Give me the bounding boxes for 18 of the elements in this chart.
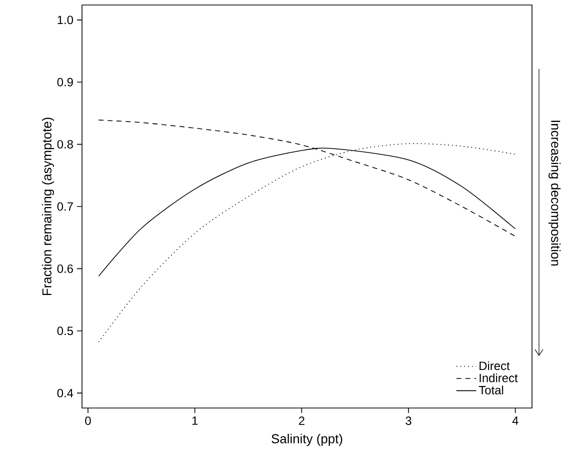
x-tick-label: 1 xyxy=(192,416,198,425)
y-axis-title: Fraction remaining (asymptote) xyxy=(42,118,54,296)
y-tick-label: 0.9 xyxy=(57,78,73,86)
y-tick-label: 0.7 xyxy=(57,202,73,211)
y-tick-label: 1.0 xyxy=(58,16,74,24)
text: Increasing decomposition xyxy=(548,120,561,266)
y-tick-label: 0.8 xyxy=(57,140,73,149)
x-axis-title: Salinity (ppt) xyxy=(272,434,342,446)
x-tick-label: 4 xyxy=(512,416,518,425)
y-tick-label: 0.5 xyxy=(57,326,73,336)
legend-label: Total xyxy=(478,386,504,394)
x-tick-label: 0 xyxy=(85,416,91,425)
x-tick-label: 2 xyxy=(298,416,304,425)
y-tick-label: 0.6 xyxy=(57,264,73,273)
y-tick-label: 0.4 xyxy=(57,388,74,398)
legend-label: Indirect xyxy=(480,373,518,382)
x-tick-label: 3 xyxy=(406,416,412,425)
legend-label: Direct xyxy=(480,361,510,370)
